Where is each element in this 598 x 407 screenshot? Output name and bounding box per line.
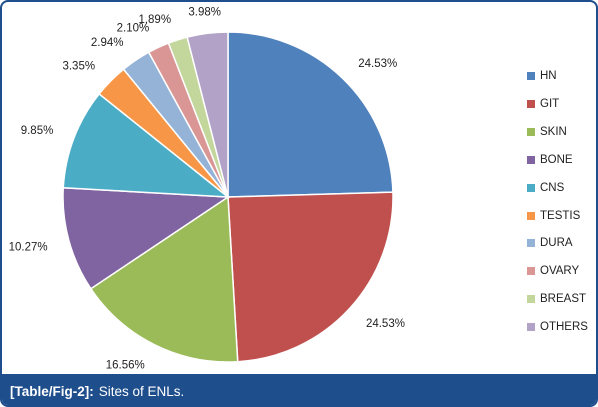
- legend-swatch: [527, 323, 535, 332]
- pie-chart: 24.53% 24.53% 16.56% 10.27% 9.85% 3.35% 2.94% 2…: [2, 2, 596, 374]
- pie-slice-others: [186, 31, 229, 198]
- data-label-cns: 9.85%: [21, 125, 54, 137]
- legend-swatch: [527, 155, 535, 164]
- legend-item-dura: DURA: [527, 236, 573, 250]
- legend-label: OVARY: [540, 265, 580, 278]
- legend-item-cns: CNS: [527, 181, 564, 195]
- data-label-breast: 1.89%: [138, 14, 171, 26]
- legend-item-bone: BONE: [527, 153, 573, 167]
- legend-label: SKIN: [540, 125, 567, 138]
- legend-item-breast: BREAST: [527, 292, 586, 306]
- legend-label: CNS: [540, 181, 565, 194]
- pie-slice-cns: [62, 92, 231, 198]
- legend-item-testis: TESTIS: [527, 209, 580, 223]
- caption-text: Sites of ENLs.: [98, 384, 185, 399]
- legend-label: GIT: [540, 97, 560, 110]
- data-label-hn: 24.53%: [358, 58, 397, 70]
- legend-swatch: [527, 211, 535, 220]
- pie-slice-bone: [62, 186, 231, 290]
- pie-slice-skin: [89, 195, 239, 363]
- legend-label: DURA: [540, 237, 573, 250]
- data-label-skin: 16.56%: [106, 359, 145, 371]
- legend-label: TESTIS: [540, 209, 581, 222]
- data-label-bone: 10.27%: [9, 241, 48, 253]
- legend-label: OTHERS: [540, 321, 588, 334]
- legend-label: BONE: [540, 153, 573, 166]
- data-label-testis: 3.35%: [62, 60, 95, 72]
- legend-swatch: [527, 295, 535, 304]
- legend-label: HN: [540, 70, 557, 82]
- data-label-dura: 2.94%: [91, 37, 124, 49]
- legend-swatch: [527, 99, 535, 108]
- legend-swatch: [527, 239, 535, 248]
- data-label-git: 24.53%: [366, 318, 405, 330]
- legend-item-ovary: OVARY: [527, 264, 579, 278]
- pie-slice-hn: [227, 31, 394, 198]
- legend-item-skin: SKIN: [527, 125, 567, 139]
- legend-swatch: [527, 267, 535, 276]
- legend-swatch: [527, 127, 535, 136]
- legend-swatch: [527, 72, 535, 80]
- legend-label: BREAST: [540, 293, 587, 306]
- data-label-others: 3.98%: [188, 6, 221, 18]
- legend-item-hn: HN: [527, 69, 557, 83]
- legend-swatch: [527, 183, 535, 192]
- legend-item-others: OTHERS: [527, 320, 588, 334]
- pie-chart-svg: 24.53% 24.53% 16.56% 10.27% 9.85% 3.35% 2.94% 2…: [9, 6, 405, 371]
- figure-caption: [Table/Fig-2]: Sites of ENLs.: [2, 374, 596, 405]
- legend-item-git: GIT: [527, 97, 559, 111]
- pie-slice-git: [227, 191, 394, 363]
- caption-reference: [Table/Fig-2]:: [10, 384, 94, 399]
- data-label-ovary: 2.10%: [117, 22, 150, 34]
